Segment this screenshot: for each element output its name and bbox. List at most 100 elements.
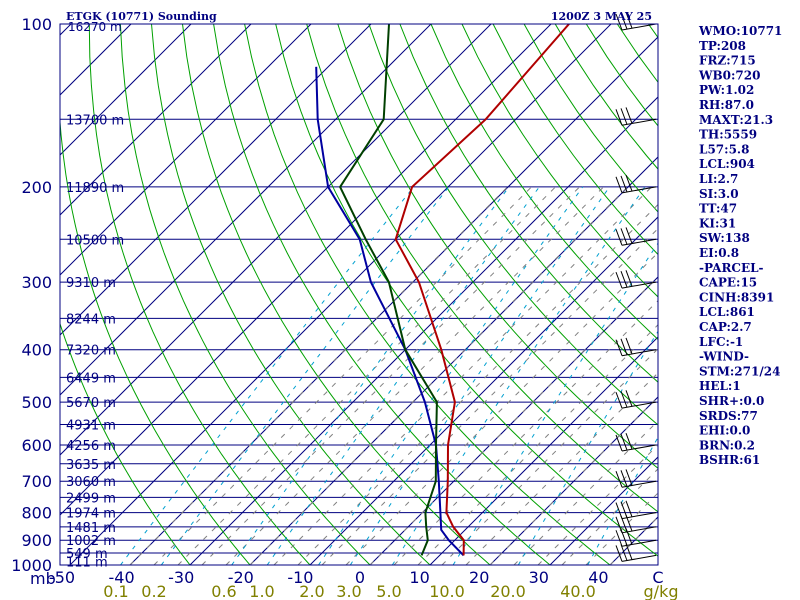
pressure-tick-label: 300 [21, 273, 52, 292]
moist-adiabat-line [129, 186, 508, 565]
wind-barb-layer [615, 12, 657, 562]
mixing-ratio-tick-label: 2.0 [299, 582, 324, 600]
moist-adiabat-line [489, 396, 658, 565]
mixing-ratio-line [391, 186, 646, 565]
temperature-tick-label: -30 [168, 568, 194, 587]
mixing-ratio-tick-label: 40.0 [560, 582, 596, 600]
wind-barb [615, 500, 657, 520]
moist-adiabat-line [321, 227, 658, 565]
mixing-ratio-tick-label: 3.0 [336, 582, 361, 600]
temperature-tick-label: C [652, 568, 663, 587]
height-label: 9310 m [66, 276, 116, 291]
dry-adiabat-line [119, 24, 371, 565]
wind-barb-staff [621, 526, 657, 534]
temperature-trace [394, 24, 570, 556]
temperature-tick-label: -10 [287, 568, 313, 587]
height-label: 1974 m [66, 507, 116, 522]
height-label: 7320 m [66, 344, 116, 359]
wind-barb-staff [621, 512, 657, 520]
chart-title: ETGK (10771) Sounding [66, 10, 217, 23]
pressure-tick-label: 900 [21, 531, 52, 550]
wind-barb [615, 390, 657, 409]
wind-barb-flag [620, 544, 628, 561]
temperature-tick-label: -40 [109, 568, 135, 587]
wind-barb-staff [621, 554, 657, 562]
parcel-trace [315, 66, 465, 557]
temperature-tick-label: 30 [529, 568, 549, 587]
moist-adiabat-line [393, 299, 658, 565]
temperature-tick-label: -20 [228, 568, 254, 587]
index-value: BRN:0.2 [699, 438, 755, 452]
isotherm-line [60, 24, 192, 156]
mixing-ratio-tick-label: 1.0 [249, 582, 274, 600]
index-value: RH:87.0 [699, 98, 754, 112]
index-value: TT:47 [699, 202, 737, 216]
grid-layer [60, 24, 658, 565]
pressure-tick-label: 600 [21, 436, 52, 455]
wind-barb-flag [615, 176, 623, 194]
wind-barb-staff [621, 238, 657, 246]
plot-frame [59, 23, 659, 566]
wind-barb-flag [620, 470, 628, 487]
wind-barb-flag [620, 228, 628, 245]
index-value: WMO:10771 [698, 24, 782, 38]
temperature-tick-label: 10 [409, 568, 429, 587]
mixing-ratio-tick-label: 20.0 [490, 582, 526, 600]
index-value: EHI:0.0 [699, 424, 750, 438]
height-label: 8244 m [66, 312, 116, 327]
wind-barb-flag [615, 339, 623, 356]
height-label: 6449 m [66, 371, 116, 386]
pressure-tick-label: 400 [21, 341, 52, 360]
pressure-axis-label: mb [30, 569, 56, 588]
wind-barb-flag [625, 469, 633, 486]
wind-barb-flag [620, 338, 628, 355]
wind-barb-flag [615, 434, 623, 452]
temperature-tick-label: 20 [469, 568, 489, 587]
wind-barb-flag [620, 271, 628, 288]
wind-barb-flag [625, 107, 633, 124]
mixing-ratio-tick-label: 0.1 [103, 582, 128, 600]
index-value: LCL:861 [699, 305, 755, 319]
dry-adiabat-line [244, 24, 611, 565]
isotherm-line [60, 24, 492, 456]
wind-barb-staff [621, 480, 657, 488]
moist-adiabat-line [201, 186, 580, 565]
temperature-tick-label: 40 [588, 568, 608, 587]
wind-barb-flag [620, 501, 628, 518]
index-value: SHR+:0.0 [699, 394, 764, 408]
index-value: KI:31 [699, 216, 736, 230]
dry-adiabat-line [306, 24, 658, 513]
dry-adiabat-line [151, 24, 431, 565]
moist-adiabat-line [465, 372, 658, 565]
isotherm-line [60, 24, 552, 516]
dry-adiabat-line [60, 322, 191, 565]
moist-adiabat-line [225, 186, 604, 565]
wind-barb-flag [625, 337, 633, 355]
index-value: SW:138 [699, 231, 750, 245]
mixing-ratio-tick-label: 5.0 [376, 582, 401, 600]
wind-barb [615, 107, 657, 126]
wind-barb-flag [625, 270, 633, 287]
index-value: PW:1.02 [699, 83, 754, 97]
isotherm-line [60, 24, 312, 276]
wind-barb-flag [620, 515, 628, 533]
mixing-ratio-line [318, 186, 584, 565]
isotherm-line [69, 24, 612, 565]
isotherm-line [60, 24, 432, 396]
mixing-ratio-tick-label: 0.2 [141, 582, 166, 600]
wind-barb-flag [625, 390, 633, 407]
index-value: CAPE:15 [699, 276, 757, 290]
wind-barb [615, 469, 657, 488]
wind-barb-staff [621, 539, 657, 547]
isotherm-line [60, 24, 252, 216]
mixing-ratio-line [231, 186, 510, 565]
wind-barb [615, 337, 657, 357]
indices-panel: WMO:10771TP:208FRZ:715WB0:720PW:1.02RH:8… [698, 24, 782, 467]
index-value: SRDS:77 [699, 409, 758, 423]
profile-layer [315, 24, 570, 557]
index-value: CAP:2.7 [699, 320, 752, 334]
mixing-ratio-line [120, 186, 414, 565]
index-value: FRZ:715 [699, 54, 756, 68]
